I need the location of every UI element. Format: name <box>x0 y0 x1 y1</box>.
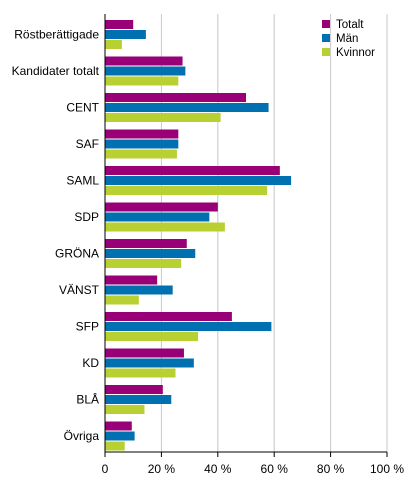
bar-5-2 <box>105 222 225 232</box>
bars <box>105 20 292 451</box>
category-label-10: BLÅ <box>76 392 99 407</box>
bar-1-2 <box>105 76 179 86</box>
category-label-2: CENT <box>66 101 99 115</box>
bar-11-1 <box>105 431 135 441</box>
axes <box>104 14 388 457</box>
bar-6-0 <box>105 239 187 248</box>
bar-8-1 <box>105 322 272 331</box>
x-tick-label-1: 20 % <box>148 462 176 476</box>
bar-11-0 <box>105 421 132 431</box>
category-labels: Röstberättigade Kandidater totalt CENT SAF S… <box>12 28 100 444</box>
x-tick-label-4: 80 % <box>317 462 345 476</box>
legend-label-1: Män <box>336 33 358 45</box>
bar-5-1 <box>105 212 210 222</box>
bar-8-2 <box>105 332 199 341</box>
category-label-6: GRÖNA <box>55 247 99 261</box>
bar-3-0 <box>105 129 179 139</box>
category-label-0: Röstberättigade <box>14 28 99 42</box>
bar-10-2 <box>105 405 145 414</box>
bar-5-0 <box>105 202 218 212</box>
category-label-5: SDP <box>74 210 99 224</box>
bar-1-0 <box>105 56 183 66</box>
bar-11-2 <box>105 441 125 451</box>
x-tick-label-3: 60 % <box>261 462 289 476</box>
bar-4-1 <box>105 176 292 185</box>
bar-3-2 <box>105 149 177 159</box>
bar-2-1 <box>105 103 269 112</box>
legend-label-2: Kvinnor <box>336 47 375 59</box>
bar-3-1 <box>105 139 179 149</box>
x-tick-label-2: 40 % <box>204 462 232 476</box>
legend-swatch-1 <box>322 34 330 42</box>
bar-7-0 <box>105 275 158 285</box>
bar-6-1 <box>105 249 196 258</box>
bar-0-2 <box>105 40 122 49</box>
bar-9-2 <box>105 368 176 378</box>
bar-1-1 <box>105 66 186 76</box>
bar-8-0 <box>105 312 232 321</box>
bar-7-2 <box>105 295 139 305</box>
x-tick-label-0: 0 <box>102 462 109 476</box>
bar-2-2 <box>105 113 221 122</box>
bar-0-1 <box>105 30 146 39</box>
x-tick-labels: 0 20 % 40 % 60 % 80 % 100 % <box>102 462 405 476</box>
gridlines <box>160 14 388 452</box>
bar-6-2 <box>105 259 182 268</box>
category-label-9: KD <box>82 356 99 370</box>
legend: Totalt Män Kvinnor <box>322 19 375 59</box>
legend-swatch-2 <box>322 48 330 56</box>
category-label-11: Övriga <box>64 429 100 443</box>
x-tick-label-5: 100 % <box>370 462 404 476</box>
bar-4-0 <box>105 166 280 175</box>
category-label-1: Kandidater totalt <box>12 64 100 78</box>
category-label-4: SAML <box>66 174 99 188</box>
category-label-3: SAF <box>76 137 99 151</box>
category-label-7: VÄNST <box>59 283 100 297</box>
bar-7-1 <box>105 285 173 295</box>
bar-9-1 <box>105 358 194 368</box>
bar-9-0 <box>105 348 184 358</box>
bar-2-0 <box>105 93 246 102</box>
legend-swatch-0 <box>322 20 330 28</box>
category-label-8: SFP <box>76 320 99 334</box>
bar-4-2 <box>105 186 268 195</box>
bar-10-1 <box>105 395 172 404</box>
legend-label-0: Totalt <box>336 19 364 31</box>
bar-0-0 <box>105 20 134 29</box>
bar-10-0 <box>105 385 163 394</box>
